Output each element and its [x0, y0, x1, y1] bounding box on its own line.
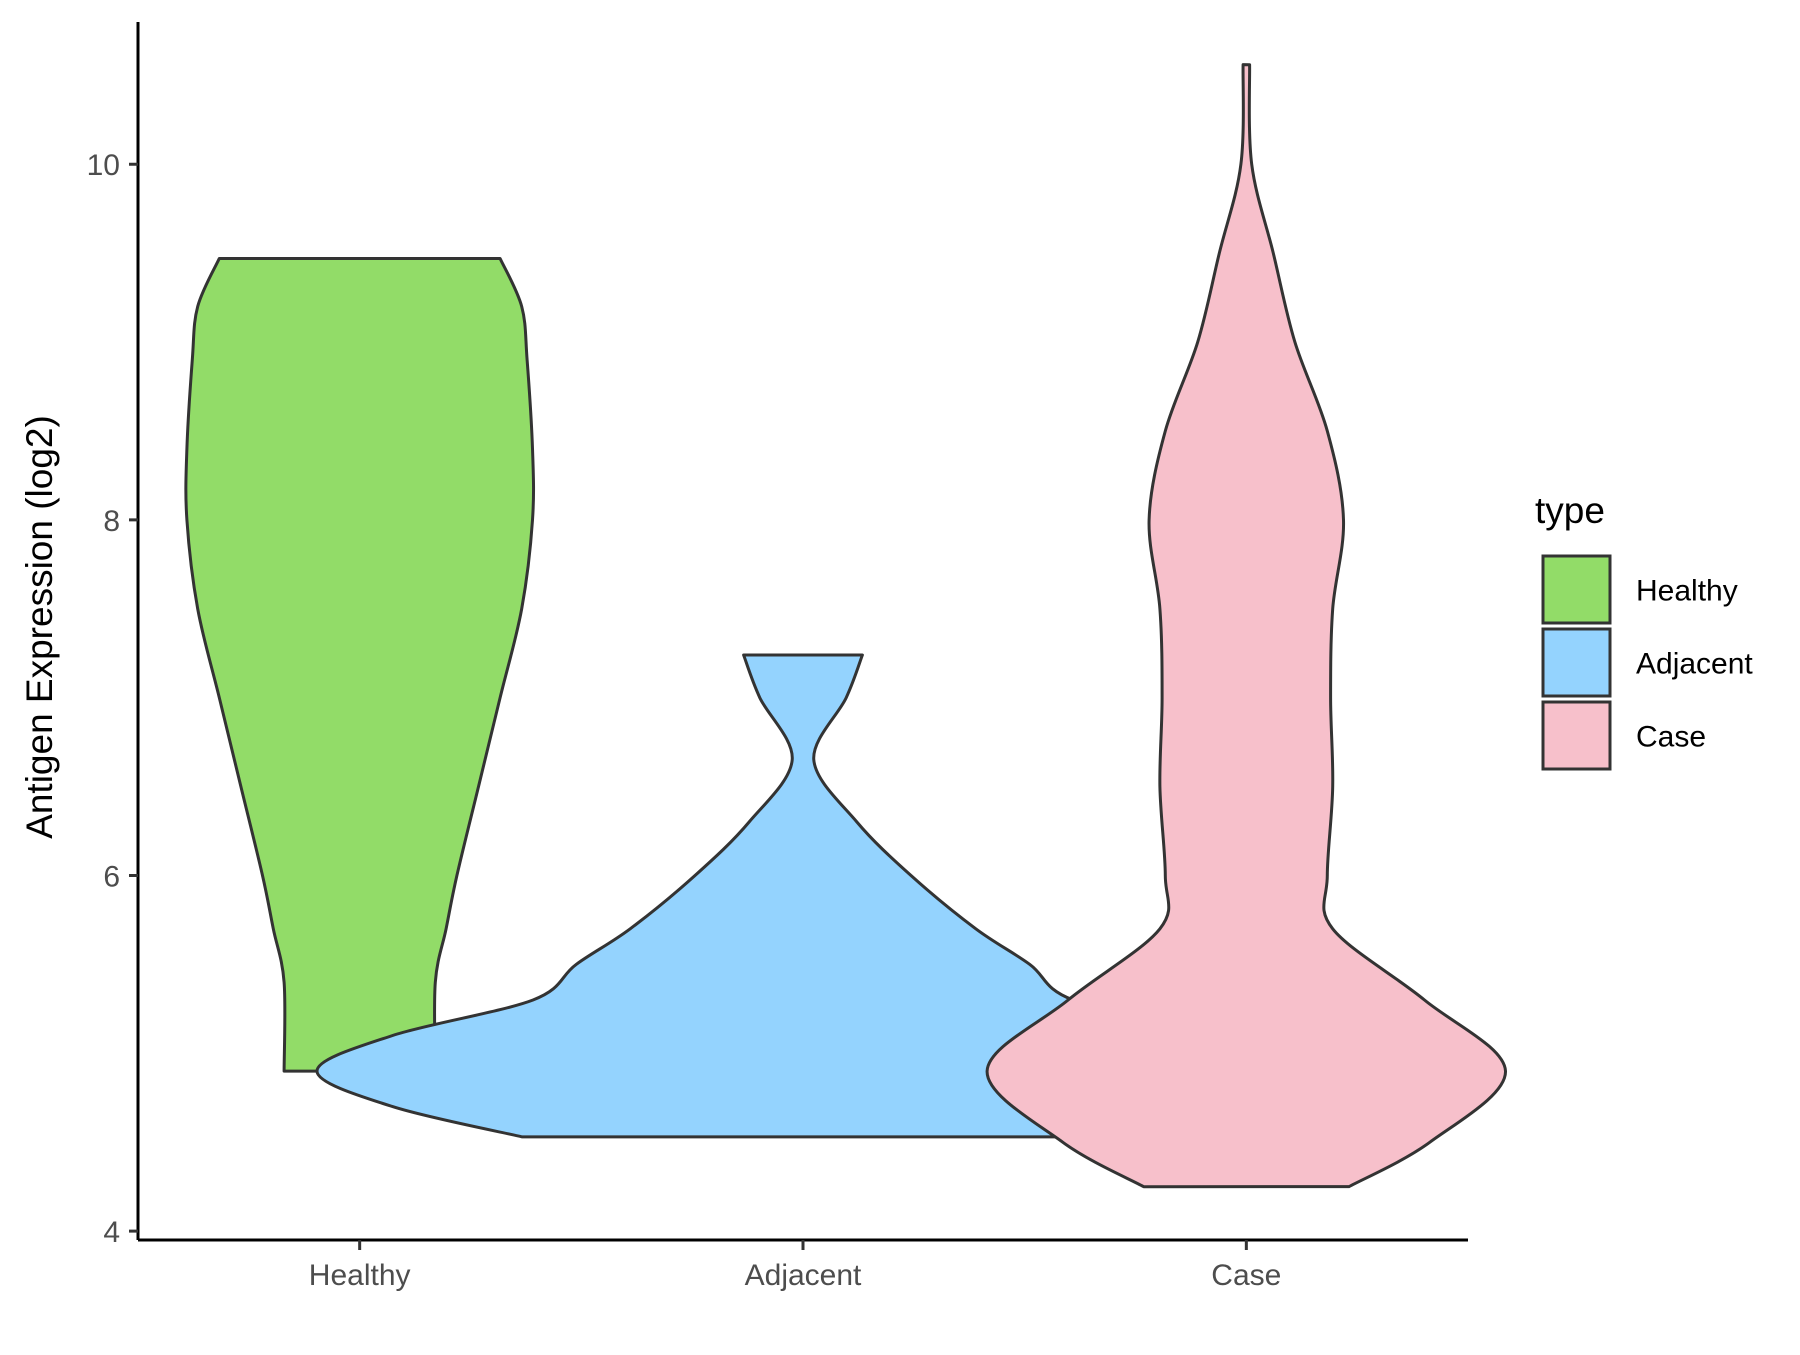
axes-layer: 4 6 8 10 Healthy Adjacent Case: [87, 22, 1468, 1292]
x-axis-ticks: Healthy Adjacent Case: [309, 1240, 1281, 1292]
y-axis-ticks: 4 6 8 10: [87, 149, 138, 1249]
y-tick-label: 10: [87, 149, 120, 182]
legend-items: Healthy Adjacent Case: [1541, 554, 1753, 771]
violin-healthy: [184, 256, 536, 1073]
x-tick-label: Adjacent: [745, 1259, 862, 1292]
legend-key-case: [1541, 700, 1612, 771]
legend-title: type: [1535, 490, 1605, 531]
legend-label-healthy: Healthy: [1636, 575, 1738, 608]
x-tick-label: Healthy: [309, 1259, 411, 1292]
legend-key-healthy: [1541, 554, 1612, 625]
y-tick-label: 6: [103, 860, 120, 893]
y-tick-label: 8: [103, 505, 120, 538]
legend-key-adjacent: [1541, 627, 1612, 698]
legend: type Healthy Adjacent Case: [1535, 490, 1753, 771]
legend-label-adjacent: Adjacent: [1636, 648, 1753, 681]
x-tick-label: Case: [1211, 1259, 1281, 1292]
legend-label-case: Case: [1636, 721, 1706, 754]
y-tick-label: 4: [103, 1216, 120, 1249]
violin-case: [985, 63, 1508, 1189]
y-axis-title: Antigen Expression (log2): [19, 415, 60, 839]
violin-layer: [184, 63, 1508, 1189]
